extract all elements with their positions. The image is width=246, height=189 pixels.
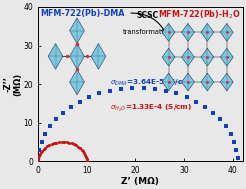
Point: [78, 146, 82, 149]
Point: [82, 152, 86, 155]
Point: [234, 149, 238, 152]
Point: [60, 140, 63, 143]
Point: [67, 141, 71, 144]
Text: transformation: transformation: [123, 29, 172, 35]
Point: [39, 151, 43, 154]
Point: [36, 157, 40, 160]
Point: [97, 92, 101, 95]
Point: [48, 125, 52, 128]
Point: [119, 87, 123, 90]
Point: [40, 149, 44, 152]
Point: [47, 143, 51, 146]
Point: [236, 157, 240, 160]
Point: [80, 148, 84, 151]
Point: [44, 146, 47, 149]
Point: [38, 153, 42, 156]
Point: [74, 144, 78, 147]
Point: [211, 111, 215, 114]
Point: [232, 140, 236, 143]
Point: [108, 89, 112, 92]
Point: [153, 87, 157, 90]
Point: [203, 105, 207, 108]
Text: $\sigma_{DMA}$=3.64E-5 (S/cm): $\sigma_{DMA}$=3.64E-5 (S/cm): [110, 78, 194, 88]
Point: [70, 142, 74, 145]
Text: MFM-722(Pb)-DMA: MFM-722(Pb)-DMA: [40, 9, 125, 18]
Point: [142, 86, 146, 89]
Text: MFM-722(Pb)-H$_2$O: MFM-722(Pb)-H$_2$O: [158, 9, 241, 21]
Point: [72, 143, 76, 146]
Point: [218, 118, 222, 121]
Point: [85, 157, 89, 160]
Point: [43, 132, 47, 136]
Point: [65, 141, 69, 144]
Point: [37, 149, 41, 152]
Text: SCSC: SCSC: [137, 11, 159, 20]
Point: [81, 150, 85, 153]
Y-axis label: -Z’’
(MΩ): -Z’’ (MΩ): [3, 73, 22, 96]
Point: [185, 96, 189, 99]
Point: [55, 141, 59, 144]
Point: [36, 159, 40, 162]
Point: [83, 153, 87, 156]
Point: [54, 118, 58, 121]
Point: [57, 141, 61, 144]
Point: [42, 148, 46, 151]
Point: [130, 86, 134, 89]
Point: [87, 96, 91, 99]
Point: [69, 105, 73, 108]
Point: [40, 140, 44, 143]
Point: [224, 125, 228, 128]
Point: [78, 100, 82, 103]
Point: [37, 155, 41, 158]
Point: [194, 100, 198, 103]
Point: [76, 145, 80, 148]
Point: [61, 111, 65, 114]
Text: $\sigma_{H_2O}$=1.33E-4 (S/cm): $\sigma_{H_2O}$=1.33E-4 (S/cm): [110, 103, 192, 114]
Point: [36, 157, 40, 160]
Point: [62, 141, 66, 144]
X-axis label: Z’ (MΩ): Z’ (MΩ): [122, 177, 159, 186]
Point: [164, 89, 168, 92]
Point: [174, 92, 178, 95]
Point: [85, 159, 89, 162]
Point: [45, 145, 49, 148]
Point: [52, 142, 56, 145]
Point: [84, 155, 88, 158]
Point: [229, 132, 232, 136]
Point: [50, 143, 54, 146]
